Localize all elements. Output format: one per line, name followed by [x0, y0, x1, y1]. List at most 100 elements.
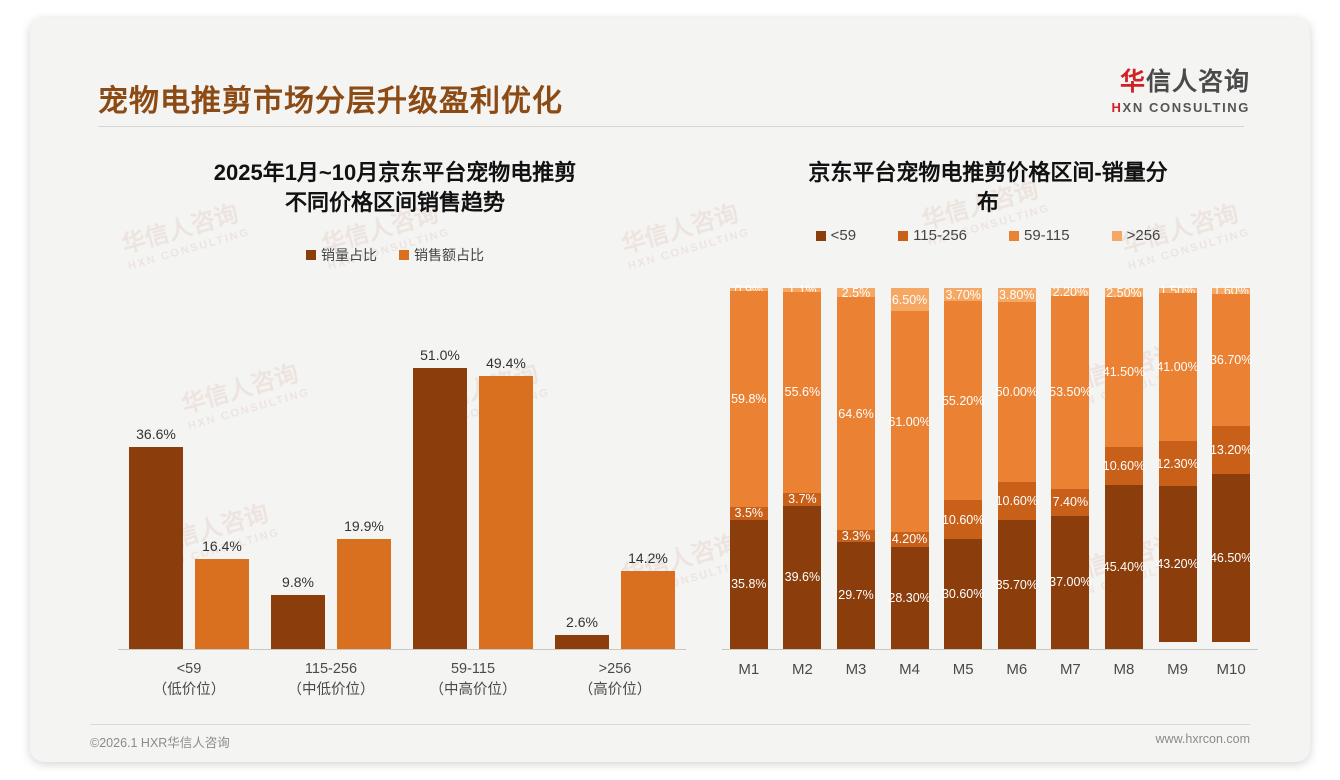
x-axis-tick-label: >256 （高价位） [544, 650, 686, 701]
left-chart-title-line1: 2025年1月~10月京东平台宠物电推剪 [213, 160, 577, 185]
bar-rect[interactable] [271, 594, 325, 649]
stack-segment[interactable]: 10.60% [1102, 446, 1146, 486]
bar-rect[interactable] [555, 634, 609, 649]
stack-segment-label: 55.20% [941, 393, 985, 408]
stack-segment[interactable]: 3.80% [997, 288, 1036, 302]
stack-segment-label: 10.60% [1102, 458, 1146, 473]
bar-rect[interactable] [129, 447, 183, 649]
stack-segment[interactable]: 6.50% [890, 288, 929, 312]
legend-item[interactable]: >256 [1111, 227, 1161, 245]
x-axis-tick-label: 59-115 （中高价位） [402, 650, 544, 701]
stack-segment[interactable]: 10.60% [942, 500, 984, 539]
bar-item[interactable]: 16.4% [195, 318, 249, 649]
legend-item[interactable]: 59-115 [1009, 227, 1070, 244]
stack-column: 1.50% 41.00% 12.30% 43.20% [1151, 284, 1205, 649]
stack-segment-label: 35.8% [731, 577, 767, 592]
stack-segment[interactable]: 12.30% [1156, 441, 1199, 486]
stack-segment[interactable]: 55.6% [783, 291, 822, 493]
stack-segment[interactable]: 39.6% [783, 506, 822, 649]
stack-segment[interactable]: 13.20% [1210, 426, 1252, 474]
stack-segment[interactable]: 53.50% [1049, 295, 1092, 489]
stacked-bar[interactable]: 0.9% 59.8% 3.5% 35.8% [729, 283, 768, 649]
x-axis-tick-label: M10 [1216, 661, 1246, 678]
bar-item[interactable]: 49.4% [479, 318, 533, 649]
stack-segment[interactable]: 46.50% [1210, 473, 1252, 642]
legend-item[interactable]: 115-256 [898, 227, 967, 244]
logo-chinese-rest: 信人咨询 [1145, 68, 1250, 96]
stack-segment[interactable]: 59.8% [729, 291, 768, 508]
bar-rect[interactable] [413, 367, 467, 649]
stack-segment[interactable]: 41.00% [1156, 293, 1199, 442]
stack-segment[interactable]: 41.50% [1102, 297, 1146, 447]
stack-segment[interactable]: 35.8% [729, 519, 768, 649]
bar-item[interactable]: 19.9% [337, 318, 391, 649]
logo-en-rest: XN CONSULTING [1122, 100, 1250, 115]
legend-item[interactable]: 销量占比 [306, 245, 377, 265]
stacked-bar[interactable]: 2.20% 53.50% 7.40% 37.00% [1049, 285, 1092, 649]
stack-segment[interactable]: 36.70% [1210, 293, 1252, 427]
legend-swatch [1009, 230, 1019, 241]
stack-segment[interactable]: 43.20% [1156, 485, 1199, 642]
bar-rect[interactable] [479, 376, 533, 649]
bar-item[interactable]: 51.0% [413, 318, 467, 649]
stacked-bar[interactable]: 2.50% 41.50% 10.60% 45.40% [1102, 286, 1146, 649]
legend-item[interactable]: 销售额占比 [399, 245, 484, 265]
bar-item[interactable]: 9.8% [271, 318, 325, 649]
stacked-bar[interactable]: 3.70% 55.20% 10.60% 30.60% [941, 288, 985, 649]
stacked-bar[interactable]: 1.60% 36.70% 13.20% 46.50% [1210, 284, 1252, 649]
left-chart-panel: 2025年1月~10月京东平台宠物电推剪 不同价格区间销售趋势 销量占比 销售额占… [90, 138, 700, 718]
stack-segment[interactable]: 45.40% [1103, 485, 1145, 649]
left-chart-title: 2025年1月~10月京东平台宠物电推剪 不同价格区间销售趋势 [90, 138, 700, 217]
footer-copyright: ©2026.1 HXR华信人咨询 [90, 736, 230, 750]
stack-segment[interactable]: 61.00% [888, 311, 931, 532]
x-axis-tick-label: M8 [1113, 661, 1135, 678]
slide-canvas: 宠物电推剪市场分层升级盈利优化 华信人咨询 HXN CONSULTING 华信人… [30, 18, 1310, 762]
stack-segment[interactable]: 55.20% [941, 301, 985, 501]
stack-segment[interactable]: 37.00% [1049, 515, 1092, 649]
stack-segment[interactable]: 10.60% [996, 482, 1038, 521]
stack-segment[interactable]: 2.50% [1104, 286, 1143, 300]
stack-segment[interactable]: 64.6% [836, 297, 875, 530]
stack-segment[interactable]: 30.60% [942, 538, 984, 649]
stack-segment[interactable]: 3.70% [944, 288, 983, 302]
right-chart-x-labels: M1 M2 M3 M4 M5 M6 M7 M8 M9 M10 [722, 650, 1258, 678]
stack-segment[interactable]: 35.70% [996, 520, 1038, 650]
right-chart-stacks: 0.9% 59.8% 3.5% 35.8% 1.1% 55.6% 3.7% 39.6% 2.5%… [722, 283, 1258, 650]
bar-group: 36.6% 16.4% [118, 318, 260, 649]
stack-segment[interactable]: 29.7% [836, 541, 875, 649]
legend-item[interactable]: <59 [815, 227, 856, 244]
stack-segment[interactable]: 7.40% [1051, 488, 1090, 516]
bar-item[interactable]: 14.2% [621, 318, 675, 649]
bar-item[interactable]: 36.6% [129, 318, 183, 649]
legend-label: >256 [1126, 227, 1161, 245]
bar-rect[interactable] [195, 558, 249, 649]
stacked-bar[interactable]: 6.50% 61.00% 4.20% 28.30% [888, 288, 931, 649]
stacked-bar[interactable]: 1.1% 55.6% 3.7% 39.6% [783, 283, 822, 649]
stack-segment[interactable]: 3.7% [783, 492, 822, 506]
stack-segment-label: 28.30% [888, 590, 931, 605]
stack-segment-label: 50.00% [995, 384, 1038, 399]
stack-segment[interactable]: 28.30% [888, 546, 931, 649]
left-chart-legend: 销量占比 销售额占比 [90, 245, 700, 265]
stack-segment[interactable]: 3.3% [836, 529, 875, 543]
stack-segment[interactable]: 2.20% [1051, 285, 1090, 299]
stack-column: 1.1% 55.6% 3.7% 39.6% [776, 283, 830, 649]
stack-column: 6.50% 61.00% 4.20% 28.30% [883, 288, 937, 649]
stack-segment[interactable]: 50.00% [995, 301, 1038, 483]
bar-value-label: 49.4% [486, 355, 526, 372]
stack-segment[interactable]: 4.20% [890, 531, 929, 547]
bar-rect[interactable] [621, 570, 675, 649]
stacked-bar[interactable]: 1.50% 41.00% 12.30% 43.20% [1156, 284, 1199, 649]
bar-rect[interactable] [337, 539, 391, 649]
stacked-bar[interactable]: 2.5% 64.6% 3.3% 29.7% [836, 286, 875, 649]
stack-segment[interactable]: 2.5% [836, 286, 875, 300]
legend-label: 59-115 [1024, 227, 1070, 245]
bar-value-label: 9.8% [282, 573, 314, 590]
bar-item[interactable]: 2.6% [555, 318, 609, 649]
stack-segment[interactable]: 3.5% [729, 506, 768, 520]
stack-column: 3.80% 50.00% 10.60% 35.70% [990, 288, 1044, 650]
stacked-bar[interactable]: 3.80% 50.00% 10.60% 35.70% [995, 288, 1038, 650]
stack-segment-label: 41.50% [1102, 364, 1146, 379]
bar-group: 2.6% 14.2% [544, 318, 686, 649]
x-axis-tick-label: M6 [1006, 661, 1028, 678]
